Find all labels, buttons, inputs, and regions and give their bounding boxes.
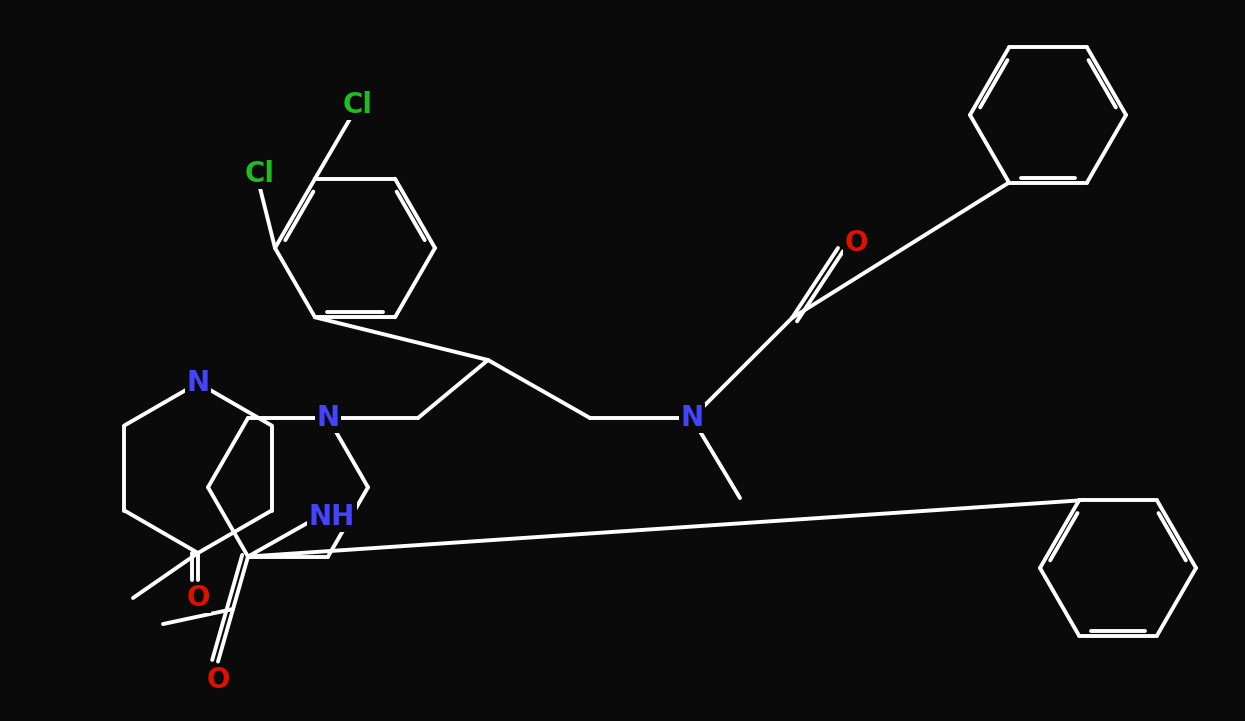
- Text: Cl: Cl: [245, 160, 275, 188]
- Text: O: O: [844, 229, 868, 257]
- Text: N: N: [187, 369, 209, 397]
- Text: N: N: [316, 404, 340, 432]
- Text: O: O: [207, 665, 230, 694]
- Text: N: N: [681, 404, 703, 432]
- Text: Cl: Cl: [344, 91, 373, 119]
- Text: O: O: [187, 584, 209, 612]
- Text: NH: NH: [309, 503, 355, 531]
